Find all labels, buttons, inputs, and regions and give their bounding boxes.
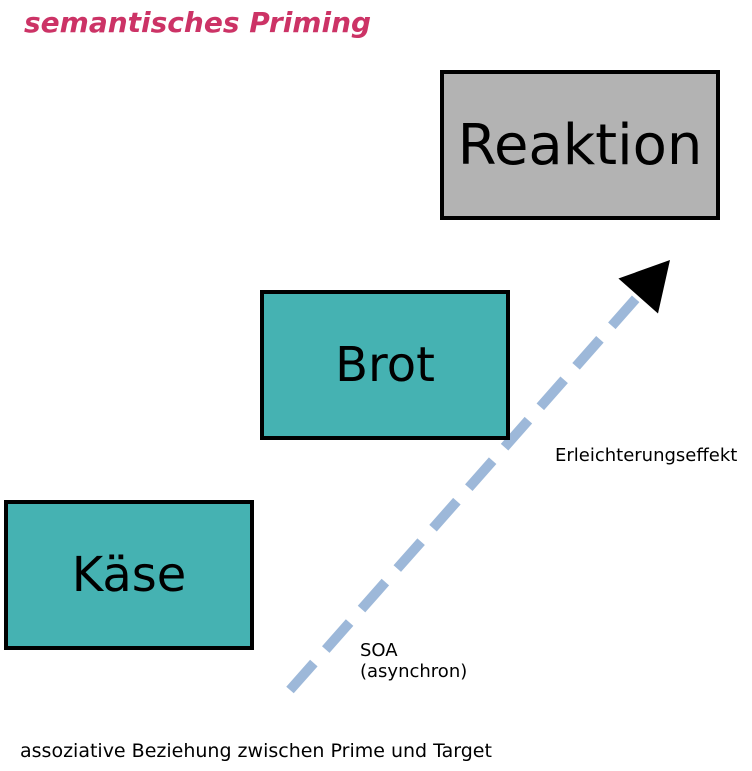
diagram-title: semantisches Priming: [24, 6, 371, 39]
label-footer: assoziative Beziehung zwischen Prime und…: [20, 740, 492, 762]
box-reaction: Reaktion: [440, 70, 720, 220]
label-soa: SOA (asynchron): [360, 640, 467, 682]
box-prime: Käse: [4, 500, 254, 650]
box-prime-label: Käse: [72, 547, 187, 603]
diagram-title-text: semantisches Priming: [24, 6, 371, 39]
box-target-label: Brot: [335, 337, 435, 393]
soa-arrow-head: [618, 260, 670, 313]
box-target: Brot: [260, 290, 510, 440]
diagram-canvas: semantisches Priming Käse Brot Reaktion …: [0, 0, 752, 771]
label-effect: Erleichterungseffekt: [555, 445, 737, 466]
box-reaction-label: Reaktion: [458, 113, 703, 178]
